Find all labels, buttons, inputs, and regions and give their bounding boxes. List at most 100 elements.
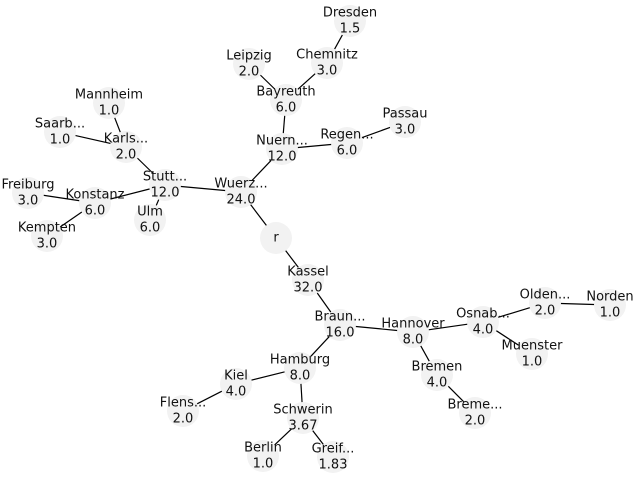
edge-bremen-bremerhaven [445,383,467,405]
node-disc [516,338,548,370]
node-saarbruecken: Saarb...1.0 [35,116,85,148]
edge-bayreuth-chemnitz [294,70,319,93]
node-name: Karls... [104,132,148,147]
node-name: Osnab... [456,307,510,322]
node-disc [225,176,257,208]
node-disc [247,440,279,472]
node-name: Bayreuth [256,85,315,100]
node-bremerhaven: Breme...2.0 [447,397,503,429]
edge-nuernberg-bayreuth [282,111,286,138]
node-name: Olden... [520,288,571,303]
edge-oldenburg-norden [556,302,599,306]
edge-hannover-osnabrueck [424,323,472,331]
node-value: 4.0 [226,385,247,400]
node-name: Ulm [137,205,163,220]
node-value: 1.0 [99,104,120,119]
node-regensburg: Regen...6.0 [320,127,374,159]
node-disc [287,402,319,434]
node-disc [284,352,316,384]
edge-braunschweig-hannover [351,325,402,332]
node-value: 8.0 [403,333,424,348]
node-oldenburg: Olden...2.0 [520,287,571,319]
node-disc [311,47,343,79]
edge-r-kassel [282,247,302,271]
node-value: 2.0 [116,148,137,163]
node-flensburg: Flens...2.0 [160,395,206,427]
edge-osnabrueck-oldenburg [494,305,534,320]
node-value: 1.0 [50,133,71,148]
node-name: Hannover [381,317,445,332]
node-disc [31,220,63,252]
node-name: Nuern... [256,134,308,149]
node-value: 16.0 [326,326,355,341]
node-value: 1.0 [600,306,621,321]
node-value: 6.0 [85,204,106,219]
node-name: Chemnitz [296,48,358,63]
node-value: 2.0 [173,412,194,427]
node-name: Regen... [320,128,373,143]
node-disc [331,127,363,159]
node-nuernberg: Nuern...12.0 [256,133,308,165]
node-value: 6.0 [140,221,161,236]
edge-konstanz-kempten [56,209,86,230]
node-disc [317,441,349,473]
edge-braunschweig-hamburg [307,333,333,360]
tree-nodes: rWuerz...24.0Kassel32.0Nuern...12.0Stutt… [1,5,634,473]
node-disc [397,316,429,348]
node-disc [459,397,491,429]
node-name: Saarb... [35,117,85,132]
node-name: Greif... [312,442,355,457]
node-name: Bremen [412,360,463,375]
node-value: 4.0 [427,376,448,391]
node-braunschweig: Braun...16.0 [314,309,366,341]
edge-r-wuerzburg [247,201,270,229]
node-disc [529,287,561,319]
node-stuttgart: Stutt...12.0 [143,169,187,201]
edge-wuerzburg-nuernberg [248,157,275,184]
node-karlsruhe: Karls...2.0 [104,131,148,163]
node-value: 1.83 [319,458,348,473]
node-disc [12,177,44,209]
edge-kiel-flensburg [193,388,226,407]
node-disc [270,84,302,116]
node-name: Breme... [447,398,502,413]
node-name: Kiel [224,369,248,384]
node-value: 1.0 [253,457,274,472]
node-value: 12.0 [268,150,297,165]
node-name: Norden [586,290,633,305]
node-name: Berlin [244,441,282,456]
node-disc [93,87,125,119]
edge-nuernberg-regensburg [293,143,336,149]
node-disc [44,116,76,148]
edge-hamburg-schwerin [300,379,303,407]
node-disc [149,169,181,201]
node-value: 3.0 [37,237,58,252]
node-value: 12.0 [151,186,180,201]
node-name: Leipzig [226,49,272,64]
node-disc [233,48,265,80]
node-name: Dresden [323,6,377,21]
edge-hamburg-kiel [247,370,289,382]
node-disc [324,309,356,341]
edge-konstanz-freiburg [39,194,84,202]
node-name: Schwerin [273,403,332,418]
node-name: Hamburg [270,353,330,368]
edge-karlsruhe-saarbruecken [71,134,115,145]
node-disc [467,306,499,338]
node-disc [167,395,199,427]
node-wuerzburg: Wuerz...24.0 [214,176,268,208]
